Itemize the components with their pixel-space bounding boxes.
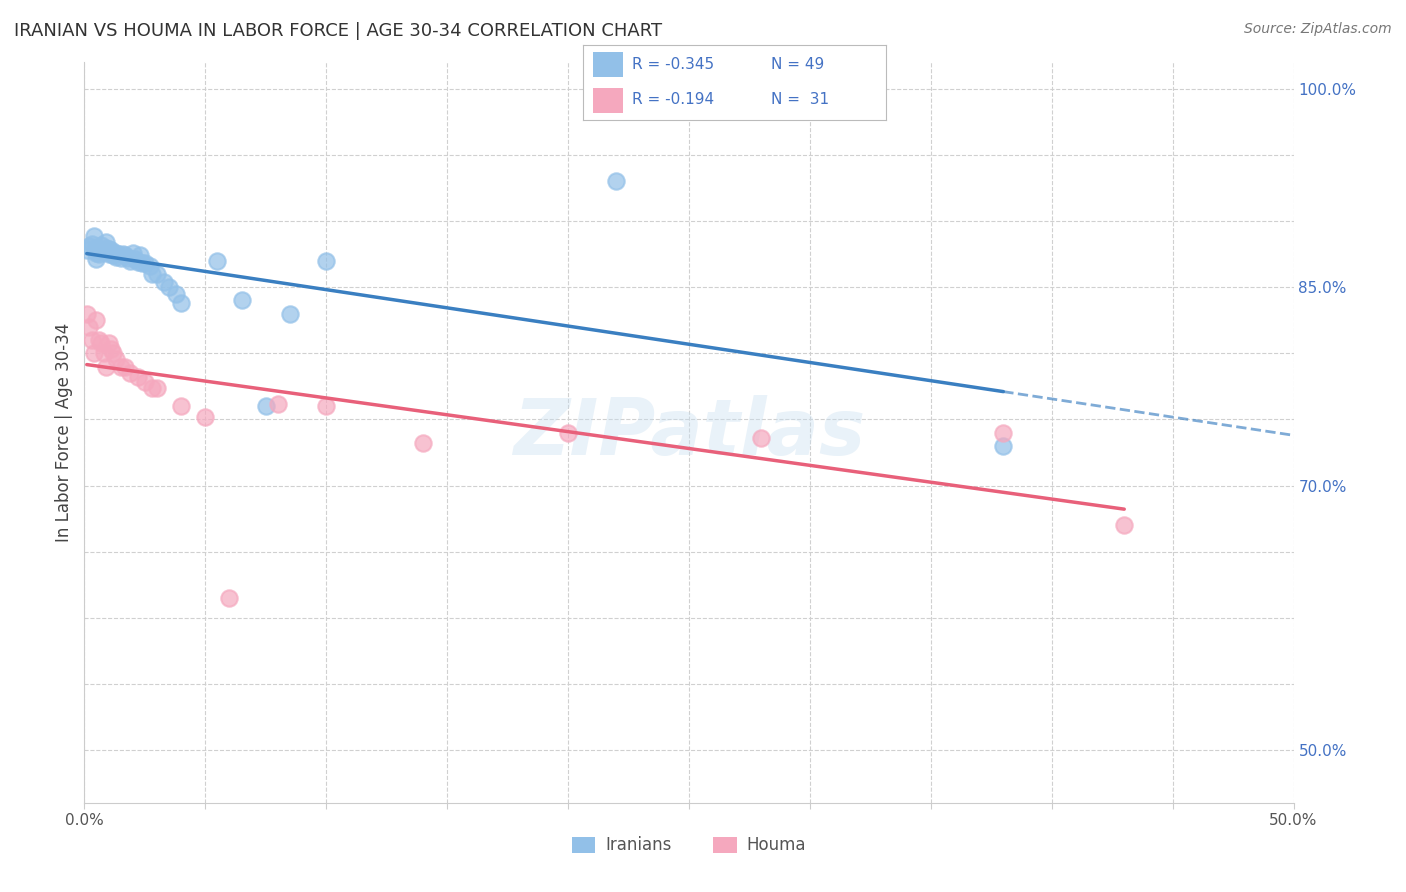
Point — [112, 247, 135, 261]
Text: ZIPatlas: ZIPatlas — [513, 394, 865, 471]
Point — [87, 247, 110, 261]
Point — [86, 252, 108, 267]
Point — [134, 256, 156, 270]
Point — [127, 255, 149, 269]
Point — [153, 275, 176, 289]
Point — [114, 359, 136, 374]
Point — [87, 333, 110, 347]
Point — [141, 267, 163, 281]
Point — [751, 431, 773, 445]
Point — [104, 250, 127, 264]
Point — [86, 313, 108, 327]
Point — [104, 351, 127, 366]
Point — [194, 409, 217, 424]
Point — [315, 399, 337, 413]
Y-axis label: In Labor Force | Age 30-34: In Labor Force | Age 30-34 — [55, 323, 73, 542]
Point — [103, 248, 125, 262]
Point — [165, 286, 187, 301]
Point — [1114, 518, 1136, 533]
Point — [76, 307, 98, 321]
Point — [557, 425, 579, 440]
Point — [80, 236, 103, 251]
Point — [278, 307, 301, 321]
Text: N =  31: N = 31 — [770, 93, 830, 107]
Point — [129, 248, 152, 262]
Point — [121, 245, 143, 260]
Point — [103, 247, 125, 261]
Point — [124, 252, 146, 267]
Point — [218, 591, 240, 605]
Point — [993, 425, 1015, 440]
Point — [110, 251, 132, 265]
Point — [90, 335, 112, 350]
Point — [120, 366, 142, 380]
Point — [131, 256, 153, 270]
Point — [83, 346, 105, 360]
Text: IRANIAN VS HOUMA IN LABOR FORCE | AGE 30-34 CORRELATION CHART: IRANIAN VS HOUMA IN LABOR FORCE | AGE 30… — [14, 22, 662, 40]
Point — [86, 240, 108, 255]
Text: N = 49: N = 49 — [770, 57, 824, 72]
Point — [100, 245, 122, 260]
Point — [605, 174, 627, 188]
Point — [80, 333, 103, 347]
Point — [94, 240, 117, 255]
Point — [87, 243, 110, 257]
Point — [90, 238, 112, 252]
Point — [90, 243, 112, 257]
Point — [315, 253, 337, 268]
Point — [104, 245, 127, 260]
Point — [110, 359, 132, 374]
Point — [157, 280, 180, 294]
Point — [170, 399, 193, 413]
Point — [114, 248, 136, 262]
Point — [107, 247, 129, 261]
Bar — [592, 52, 623, 78]
Point — [77, 239, 100, 253]
Point — [120, 253, 142, 268]
Text: Source: ZipAtlas.com: Source: ZipAtlas.com — [1244, 22, 1392, 37]
Point — [231, 293, 253, 308]
Point — [93, 244, 115, 259]
Point — [76, 243, 98, 257]
Point — [100, 243, 122, 257]
Point — [993, 439, 1015, 453]
Point — [254, 399, 277, 413]
Point — [141, 381, 163, 395]
Legend: Iranians, Houma: Iranians, Houma — [565, 830, 813, 861]
Point — [103, 346, 125, 360]
Point — [94, 235, 117, 250]
Text: R = -0.345: R = -0.345 — [631, 57, 714, 72]
Point — [97, 244, 120, 259]
Point — [170, 296, 193, 310]
Point — [93, 346, 115, 360]
Point — [97, 242, 120, 256]
Point — [94, 359, 117, 374]
Point — [97, 247, 120, 261]
Point — [146, 267, 169, 281]
Text: R = -0.194: R = -0.194 — [631, 93, 714, 107]
Point — [83, 228, 105, 243]
Point — [117, 251, 139, 265]
Point — [127, 370, 149, 384]
Bar — [592, 87, 623, 112]
Point — [100, 343, 122, 357]
Point — [207, 253, 229, 268]
Point — [134, 376, 156, 390]
Point — [146, 381, 169, 395]
Point — [77, 319, 100, 334]
Point — [412, 436, 434, 450]
Point — [138, 259, 160, 273]
Point — [86, 245, 108, 260]
Point — [267, 396, 290, 410]
Point — [97, 335, 120, 350]
